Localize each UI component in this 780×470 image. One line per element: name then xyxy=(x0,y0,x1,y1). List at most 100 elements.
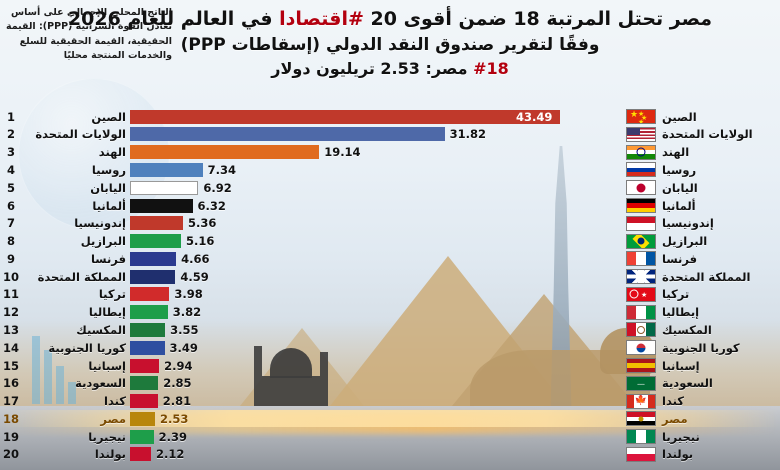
country-label-left: تركيا xyxy=(662,287,690,302)
flag-icon-ng xyxy=(626,429,656,445)
bar-track: 5.36 xyxy=(130,216,623,231)
bar-segment xyxy=(130,340,165,355)
bar-track: 3.98 xyxy=(130,287,623,302)
table-row: بولندا 2.12 بولندا 20 xyxy=(0,446,780,463)
rank-number: 13 xyxy=(2,322,19,337)
bar-track: 6.92 xyxy=(130,180,623,195)
country-label-right: إسبانيا xyxy=(88,358,126,373)
flag-icon-jp xyxy=(626,180,656,196)
bar-segment xyxy=(130,358,160,373)
bar-value-label: 5.16 xyxy=(186,234,215,249)
bar-value-label: 2.81 xyxy=(162,394,192,409)
country-label-right: بولندا xyxy=(94,447,126,462)
bar-track: 2.12 xyxy=(130,447,623,462)
rank-number: 5 xyxy=(6,180,15,195)
bar-value-label: 6.32 xyxy=(197,198,226,213)
bar-value-label: 7.34 xyxy=(207,162,236,177)
bar-segment xyxy=(130,322,166,337)
country-label-left: كوريا الجنوبية xyxy=(662,340,740,355)
bar-value-label: 2.39 xyxy=(158,429,187,444)
country-label-right: مصر xyxy=(100,411,126,426)
country-label-right: المملكة المتحدة xyxy=(37,269,126,284)
country-label-left: بولندا xyxy=(662,447,694,462)
country-label-left: كندا xyxy=(662,394,684,409)
bar-value-label: 2.94 xyxy=(164,358,193,373)
bar-value-label: 43.49 xyxy=(516,109,553,124)
bar-track: 7.34 xyxy=(130,162,623,177)
bar-track: 3.49 xyxy=(130,340,623,355)
table-row: فرنسا 4.66 فرنسا 9 xyxy=(0,250,780,267)
bar-value-label: 3.49 xyxy=(169,340,198,355)
bar-track: 6.32 xyxy=(130,198,623,213)
country-label-left: ألمانيا xyxy=(662,198,696,213)
rank-number: 8 xyxy=(6,234,15,249)
country-label-right: اليابان xyxy=(90,180,126,195)
country-label-left: مصر xyxy=(662,411,688,426)
bar-segment xyxy=(130,305,168,320)
bar-value-label: 4.59 xyxy=(180,269,209,284)
rank-number: 9 xyxy=(6,251,15,266)
table-row: مصر 2.53 مصر 18 xyxy=(0,410,780,428)
bar-value-label: 31.82 xyxy=(449,127,486,142)
bar-value-label: 2.12 xyxy=(156,447,185,462)
bar-segment xyxy=(130,234,181,249)
country-label-right: إندونيسيا xyxy=(74,216,126,231)
country-label-right: ألمانيا xyxy=(92,198,126,213)
table-row: تركيا ★ 3.98 تركيا 11 xyxy=(0,286,780,303)
table-row: إسبانيا 2.94 إسبانيا 15 xyxy=(0,357,780,374)
flag-icon-in xyxy=(626,144,656,160)
bar-track: 4.66 xyxy=(130,251,623,266)
bar-value-label: 3.82 xyxy=(172,305,202,320)
table-row: ألمانيا 6.32 ألمانيا 6 xyxy=(0,197,780,214)
flag-icon-sa: ــــ xyxy=(626,375,656,391)
country-label-left: المملكة المتحدة xyxy=(662,269,751,284)
bar-segment xyxy=(130,109,560,124)
country-label-left: الولايات المتحدة xyxy=(662,127,753,142)
bar-segment xyxy=(130,198,193,213)
bar-track: 2.85 xyxy=(130,376,623,391)
country-label-right: الصين xyxy=(91,109,126,124)
bar-value-label: 5.36 xyxy=(188,216,217,231)
bar-segment xyxy=(130,394,158,409)
flag-icon-kr xyxy=(626,340,656,356)
flag-icon-br xyxy=(626,233,656,249)
rank-number: 3 xyxy=(6,145,15,160)
egypt-rank-badge: #18 xyxy=(473,58,509,78)
bar-segment xyxy=(130,216,183,231)
rank-number: 7 xyxy=(6,216,15,231)
bar-segment xyxy=(130,411,155,426)
bar-segment xyxy=(130,287,170,302)
country-label-right: فرنسا xyxy=(90,251,126,266)
country-label-right: البرازيل xyxy=(80,234,126,249)
egypt-value-text: مصر: 2.53 تريليون دولار xyxy=(271,58,474,78)
country-label-left: فرنسا xyxy=(662,251,698,266)
rank-number: 2 xyxy=(6,127,15,142)
bar-value-label: 3.98 xyxy=(174,287,203,302)
headline-part-post: في العالم للعام 2026 xyxy=(67,8,280,30)
country-label-left: إسبانيا xyxy=(662,358,700,373)
country-label-left: روسيا xyxy=(662,162,697,177)
table-row: الولايات المتحدة 31.82 الولايات المتحدة 2 xyxy=(0,126,780,143)
table-row: كوريا الجنوبية 3.49 كوريا الجنوبية 14 xyxy=(0,339,780,356)
country-label-left: المكسيك xyxy=(662,322,712,337)
headline-line-3: #18 مصر: 2.53 تريليون دولار xyxy=(0,59,780,78)
table-row: روسيا 7.34 روسيا 4 xyxy=(0,161,780,178)
bar-segment xyxy=(130,269,176,284)
country-label-right: الهند xyxy=(98,145,126,160)
country-label-right: روسيا xyxy=(91,162,126,177)
country-label-right: إيطاليا xyxy=(88,305,126,320)
flag-icon-tr: ★ xyxy=(626,286,656,302)
flag-icon-id xyxy=(626,215,656,231)
bar-track: 5.16 xyxy=(130,234,623,249)
bar-track: 19.14 xyxy=(130,145,623,160)
country-label-left: الهند xyxy=(662,145,690,160)
bar-track: 2.81 xyxy=(130,394,623,409)
table-row: المكسيك 3.55 المكسيك 13 xyxy=(0,321,780,338)
table-row: إيطاليا 3.82 إيطاليا 12 xyxy=(0,304,780,321)
headline-part-pre: مصر تحتل المرتبة 18 ضمن أقوى 20 xyxy=(363,8,713,30)
flag-icon-us xyxy=(626,126,656,142)
flag-icon-mx xyxy=(626,322,656,338)
bar-value-label: 2.53 xyxy=(160,411,189,426)
bar-track: 3.82 xyxy=(130,305,623,320)
rank-number: 11 xyxy=(2,287,19,302)
